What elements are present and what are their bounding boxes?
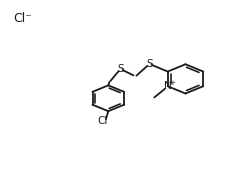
Text: S: S	[117, 64, 124, 74]
Text: +: +	[170, 80, 175, 86]
Text: Cl⁻: Cl⁻	[13, 12, 32, 25]
Text: Cl: Cl	[98, 116, 108, 126]
Text: N: N	[164, 81, 171, 91]
Text: S: S	[146, 59, 153, 69]
